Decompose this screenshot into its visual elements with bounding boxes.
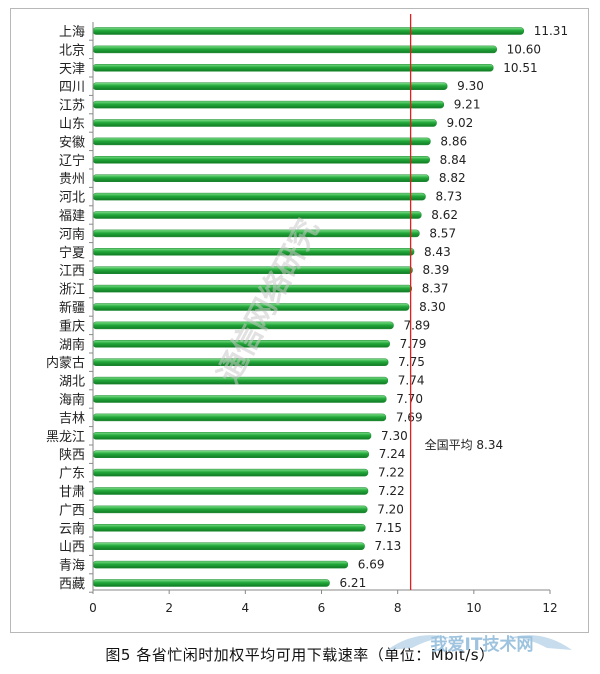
value-label: 7.20 (377, 502, 404, 516)
value-label: 8.84 (440, 153, 467, 167)
bar (92, 82, 448, 90)
bar (92, 119, 437, 127)
category-label: 天津 (59, 62, 85, 77)
value-label: 10.51 (503, 61, 537, 75)
value-label: 7.79 (400, 337, 427, 351)
value-label: 7.13 (375, 539, 402, 553)
bar (92, 27, 524, 35)
bar (92, 192, 426, 201)
bar (92, 229, 420, 238)
bar (92, 156, 430, 164)
bar (92, 211, 422, 219)
category-label: 河北 (59, 191, 85, 206)
category-label: 吉林 (59, 411, 85, 426)
category-label: 河南 (59, 226, 85, 242)
value-label: 6.21 (339, 576, 366, 590)
value-label: 9.21 (454, 98, 481, 112)
category-label: 宁夏 (59, 245, 85, 261)
value-label: 8.57 (429, 226, 456, 240)
value-label: 11.31 (534, 24, 568, 38)
category-label: 青海 (59, 559, 85, 574)
x-tick-label: 6 (318, 601, 326, 615)
bar (92, 432, 372, 440)
bar (92, 468, 369, 477)
category-label: 甘肃 (59, 485, 85, 500)
bar (92, 284, 413, 293)
average-label: 全国平均 8.34 (425, 437, 504, 452)
category-label: 湖北 (59, 375, 85, 390)
bar (92, 579, 330, 587)
bar (92, 505, 368, 514)
value-label: 6.69 (358, 558, 385, 572)
x-tick-label: 12 (542, 601, 557, 615)
bar (92, 64, 494, 72)
category-label: 上海 (59, 25, 85, 40)
bar (92, 487, 369, 495)
value-label: 9.30 (457, 79, 484, 93)
bar (92, 266, 413, 274)
x-tick-label: 10 (466, 601, 481, 615)
bar (92, 524, 366, 532)
category-label: 江苏 (59, 98, 85, 114)
value-label: 8.82 (439, 171, 466, 185)
bar (92, 100, 444, 109)
value-label: 7.30 (381, 429, 408, 443)
bar (92, 395, 387, 403)
bar (92, 174, 430, 182)
bar (92, 542, 365, 550)
value-label: 8.39 (423, 263, 450, 277)
chart-caption: 图5 各省忙闲时加权平均可用下载速率（单位：Mbit/s） (105, 646, 495, 664)
value-label: 7.70 (396, 392, 423, 406)
x-tick-label: 8 (394, 601, 402, 615)
value-label: 8.37 (422, 282, 449, 296)
category-label: 西藏 (59, 577, 85, 592)
category-label: 安徽 (59, 135, 85, 150)
category-label: 重庆 (59, 318, 85, 334)
value-label: 8.43 (424, 245, 451, 259)
value-label: 8.62 (431, 208, 458, 222)
category-label: 海南 (59, 392, 85, 408)
value-label: 8.30 (419, 300, 446, 314)
category-label: 广东 (59, 467, 85, 482)
category-label: 内蒙古 (46, 355, 85, 371)
value-label: 7.24 (379, 447, 406, 461)
category-label: 云南 (59, 521, 85, 537)
category-label: 陕西 (59, 448, 85, 463)
value-label: 7.69 (396, 410, 423, 424)
category-label: 江西 (59, 264, 85, 279)
value-label: 9.02 (447, 116, 474, 130)
category-label: 山西 (59, 540, 85, 555)
bar (92, 560, 349, 569)
value-label: 7.22 (378, 484, 405, 498)
value-label: 7.15 (375, 521, 402, 535)
category-label: 北京 (59, 43, 85, 58)
category-label: 黑龙江 (46, 430, 85, 445)
category-label: 新疆 (59, 300, 85, 316)
value-label: 8.73 (435, 190, 462, 204)
bar (92, 137, 431, 146)
x-tick-label: 0 (89, 601, 97, 615)
bar (92, 413, 387, 422)
category-label: 浙江 (59, 283, 85, 298)
category-label: 福建 (59, 209, 85, 224)
category-label: 辽宁 (59, 153, 85, 169)
value-label: 7.22 (378, 466, 405, 480)
category-label: 四川 (59, 80, 85, 95)
value-label: 7.75 (398, 355, 425, 369)
value-label: 8.86 (440, 134, 467, 148)
x-tick-label: 4 (242, 601, 250, 615)
category-label: 湖南 (59, 337, 85, 353)
bar-chart: 11.31 10.60 10.51 9.30 9.21 9.02 8.86 8.84 8.82 8… (46, 14, 568, 615)
bar (92, 45, 497, 54)
bar (92, 450, 369, 458)
bar (92, 248, 415, 256)
category-label: 贵州 (59, 172, 85, 187)
value-label: 10.60 (507, 42, 541, 56)
x-tick-label: 2 (165, 601, 173, 615)
category-label: 山东 (59, 117, 85, 132)
value-label: 7.89 (403, 318, 430, 332)
category-label: 广西 (59, 503, 85, 518)
